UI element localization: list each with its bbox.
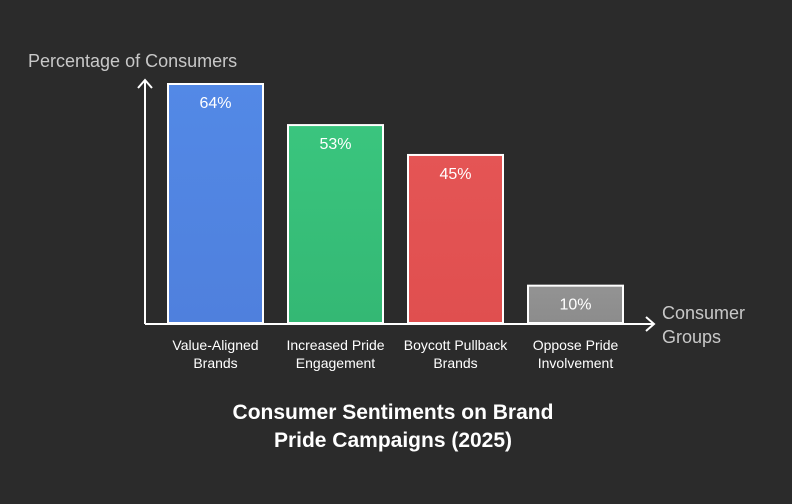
category-label-1-line-2: Brands [193,355,237,371]
chart-title-line-1: Consumer Sentiments on Brand [233,401,554,424]
category-label-4-line-1: Oppose Pride [533,337,619,353]
bar-value-label-1: 64% [199,95,231,112]
bar-4 [527,284,624,324]
x-axis-title-line-1: Consumer [662,303,745,323]
y-axis-arrowhead [137,78,153,89]
y-axis-title: Percentage of Consumers [28,51,237,71]
category-label-2-line-1: Increased Pride [286,337,384,353]
category-label-1-line-1: Value-Aligned [172,337,258,353]
category-label-4-line-2: Involvement [538,355,614,371]
bar-1 [167,83,264,324]
bars-group: 64% Value-Aligned Brands 53% Increased Pride… [167,83,624,371]
bar-value-label-2: 53% [319,136,351,153]
bar-value-label-3: 45% [439,166,471,183]
chart-title-line-2: Pride Campaigns (2025) [274,429,512,452]
category-label-2-line-2: Engagement [296,355,376,371]
x-axis-title-line-2: Groups [662,327,721,347]
bar-value-label-4: 10% [559,297,591,314]
x-axis-arrowhead [645,316,656,332]
bar-3 [407,153,504,324]
category-label-3-line-2: Brands [433,355,477,371]
bar-2 [287,124,384,324]
category-label-3-line-1: Boycott Pullback [404,337,508,353]
